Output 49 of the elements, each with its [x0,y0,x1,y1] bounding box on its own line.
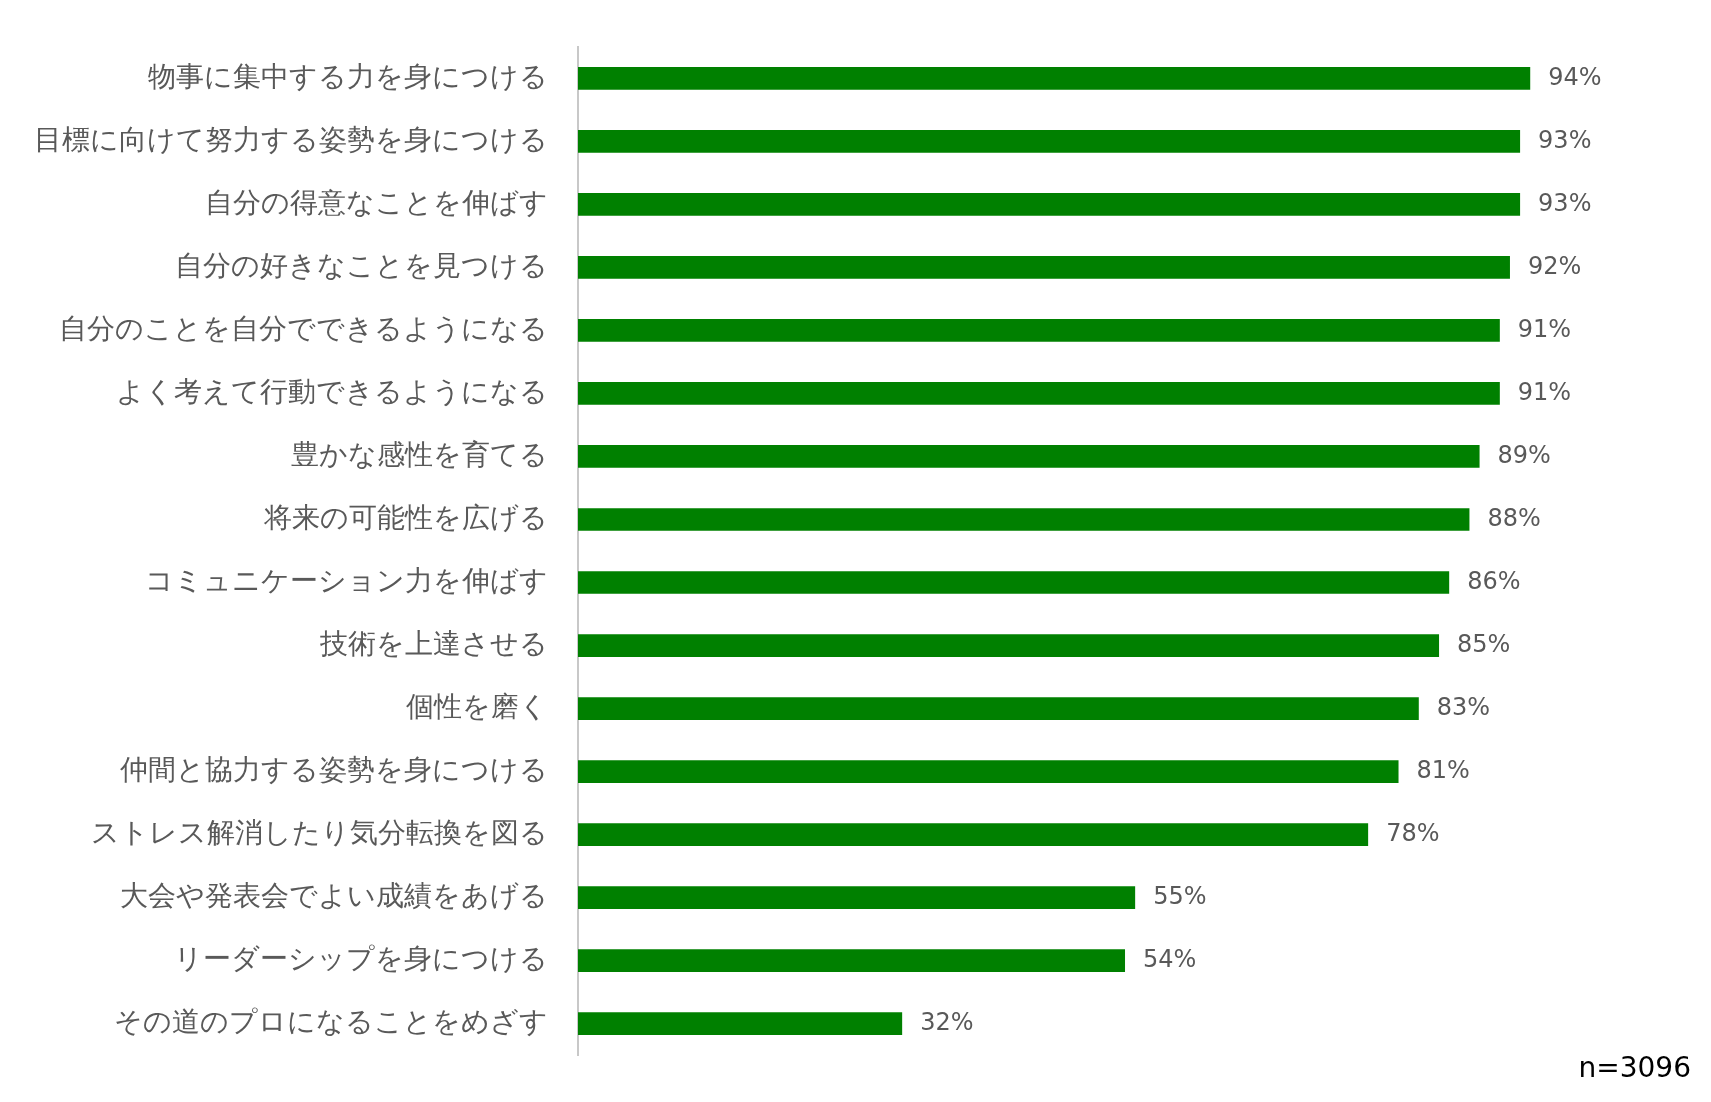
y-tick-label: 仲間と協力する姿勢を身につける [120,754,548,786]
text: n=3096 [1578,1051,1691,1085]
y-tick-label: 自分のことを自分でできるようになる [59,313,548,345]
y-tick-label: 自分の得意なことを伸ばす [205,187,548,219]
data-label: 89% [1497,440,1551,469]
y-tick-label: 個性を磨く [406,691,548,723]
bar [578,697,1419,720]
bar [578,760,1399,783]
data-label: 91% [1517,314,1572,343]
data-label: 86% [1467,566,1521,595]
bar [578,949,1126,973]
data-label: 94% [1548,62,1602,91]
data-label: 93% [1538,125,1592,154]
data-label: 92% [1527,251,1582,280]
data-label: 32% [920,1007,974,1036]
bar [578,382,1500,405]
data-label: 78% [1386,818,1440,847]
data-label: 91% [1517,377,1572,406]
bar [578,445,1480,468]
data-label: 88% [1487,503,1541,532]
bar [578,1012,903,1036]
bar [578,129,1521,153]
y-tick-label: 大会や発表会でよい成績をあげる [120,880,548,912]
y-tick-label: 将来の可能性を広げる [263,502,548,534]
y-tick-label: リーダーシップを身につける [174,943,548,975]
y-tick-label: 自分の好きなことを見つける [175,250,548,282]
bar [578,193,1521,216]
bar [578,256,1510,279]
bar [578,66,1531,90]
bar [578,571,1450,594]
y-tick-label: よく考えて行動できるようになる [116,376,548,408]
y-tick-label: 目標に向けて努力する姿勢を身につける [34,124,548,156]
data-label: 81% [1416,755,1470,784]
data-label: 55% [1153,881,1207,910]
y-tick-label: 技術を上達させる [319,628,548,660]
y-tick-label: ストレス解消したり気分転換を図る [91,817,548,849]
bar [578,508,1470,531]
bar [578,886,1136,909]
y-tick-label: 物事に集中する力を身につける [148,61,548,93]
y-tick-label: コミュニケーション力を伸ばす [145,565,548,597]
data-label: 83% [1436,692,1491,721]
y-tick-label: 豊かな感性を育てる [291,439,548,471]
bar [578,634,1440,657]
bar [578,319,1500,342]
data-label: 93% [1538,188,1592,217]
data-label: 54% [1143,944,1197,973]
y-tick-label: その道のプロになることをめざす [114,1006,548,1038]
data-label: 85% [1457,629,1511,658]
bar [578,823,1369,846]
